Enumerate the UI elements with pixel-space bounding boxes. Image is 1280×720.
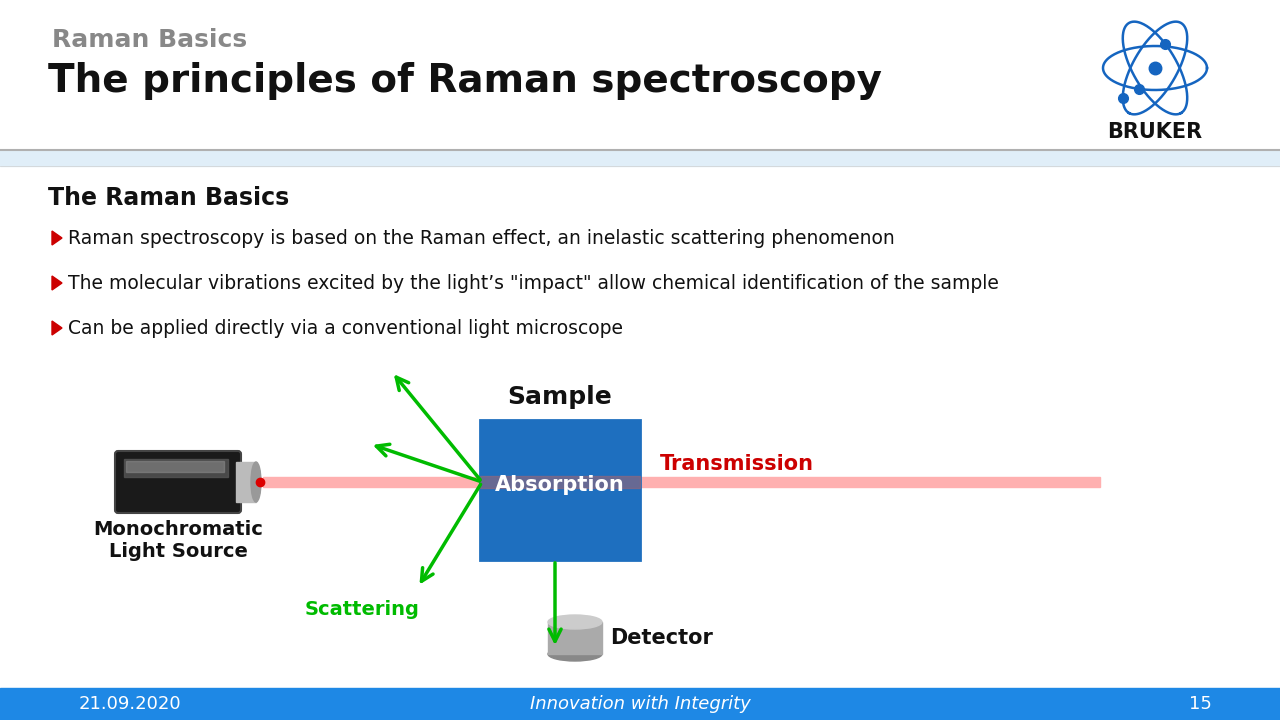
- Polygon shape: [52, 231, 61, 245]
- Ellipse shape: [548, 647, 602, 661]
- Text: The molecular vibrations excited by the light’s "impact" allow chemical identifi: The molecular vibrations excited by the …: [68, 274, 998, 293]
- Text: Can be applied directly via a conventional light microscope: Can be applied directly via a convention…: [68, 319, 623, 338]
- Bar: [125, 461, 224, 472]
- Text: The Raman Basics: The Raman Basics: [49, 186, 289, 210]
- Text: Innovation with Integrity: Innovation with Integrity: [530, 695, 750, 713]
- Text: Absorption: Absorption: [495, 475, 625, 495]
- Text: BRUKER: BRUKER: [1107, 122, 1203, 142]
- Text: 15: 15: [1189, 695, 1211, 713]
- FancyBboxPatch shape: [115, 451, 241, 513]
- Ellipse shape: [251, 462, 261, 502]
- Text: The principles of Raman spectroscopy: The principles of Raman spectroscopy: [49, 62, 882, 100]
- Bar: [548, 622, 602, 654]
- Bar: [236, 462, 256, 502]
- Text: Raman Basics: Raman Basics: [52, 28, 247, 52]
- Bar: [262, 477, 1100, 487]
- Bar: [124, 459, 228, 477]
- Bar: [480, 420, 640, 560]
- Text: Scattering: Scattering: [305, 600, 420, 619]
- Bar: [0, 0, 1280, 150]
- Text: Monochromatic
Light Source: Monochromatic Light Source: [93, 520, 262, 561]
- Text: Transmission: Transmission: [660, 454, 814, 474]
- Text: Sample: Sample: [508, 385, 612, 409]
- Text: Raman spectroscopy is based on the Raman effect, an inelastic scattering phenome: Raman spectroscopy is based on the Raman…: [68, 229, 895, 248]
- Bar: [480, 476, 640, 488]
- Ellipse shape: [548, 615, 602, 629]
- Polygon shape: [52, 321, 61, 335]
- Bar: [0, 150, 1280, 166]
- Text: Detector: Detector: [611, 628, 713, 648]
- Text: 21.09.2020: 21.09.2020: [78, 695, 182, 713]
- Polygon shape: [52, 276, 61, 290]
- Bar: [0, 688, 1280, 720]
